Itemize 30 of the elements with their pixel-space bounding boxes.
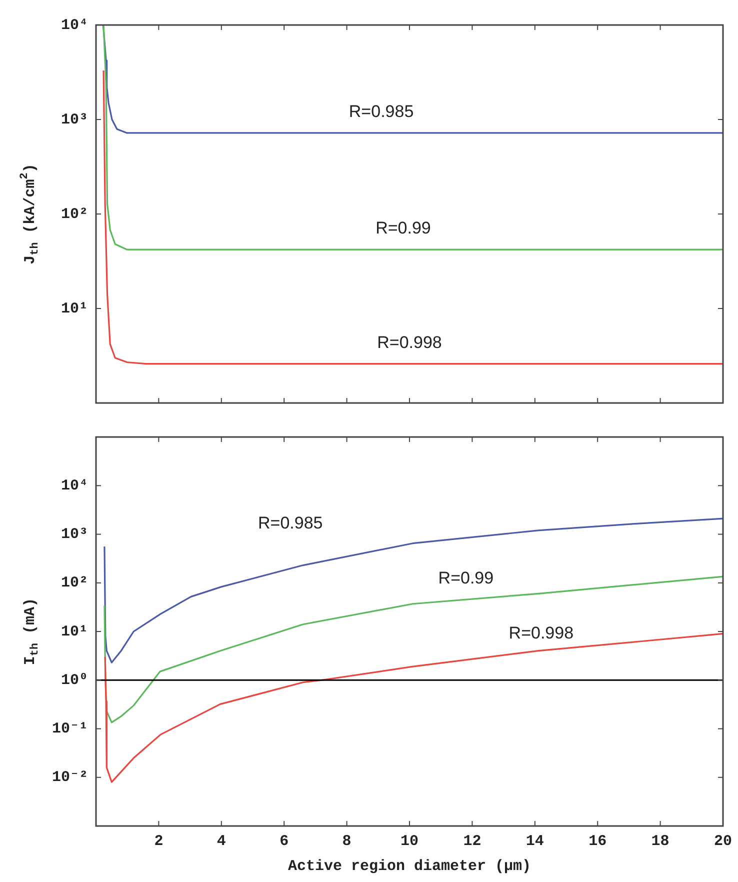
x-tick-label: 14 bbox=[526, 832, 544, 850]
y-tick-label: 10³ bbox=[60, 111, 88, 128]
series-label: R=0.998 bbox=[377, 332, 442, 352]
y-tick-label: 10² bbox=[60, 574, 88, 592]
x-tick-label: 8 bbox=[342, 832, 352, 850]
x-tick-label: 6 bbox=[280, 832, 289, 850]
y-tick-label: 10¹ bbox=[60, 623, 88, 640]
y-tick-label: 10¹ bbox=[60, 300, 88, 318]
series-label: R=0.998 bbox=[508, 624, 574, 643]
x-axis-title: Active region diameter (μm) bbox=[288, 858, 532, 875]
x-tick-label: 2 bbox=[154, 832, 164, 850]
x-tick-label: 16 bbox=[588, 832, 607, 850]
y-tick-label: 10⁰ bbox=[60, 672, 88, 689]
series-label: R=0.985 bbox=[348, 102, 414, 121]
y-tick-label: 10³ bbox=[60, 526, 88, 544]
y-axis-title: Ith (mA) bbox=[22, 598, 42, 666]
series-label: R=0.99 bbox=[376, 218, 431, 238]
series-label: R=0.985 bbox=[258, 514, 323, 533]
y-tick-label: 10⁻¹ bbox=[52, 720, 88, 738]
y-tick-label: 10⁻² bbox=[52, 769, 88, 786]
x-tick-label: 4 bbox=[216, 832, 226, 850]
y-axis-title: Jth (kA/cm2) bbox=[18, 164, 42, 264]
x-tick-label: 12 bbox=[463, 832, 482, 850]
x-tick-label: 18 bbox=[651, 832, 670, 850]
series-label: R=0.99 bbox=[438, 568, 494, 588]
y-tick-label: 10² bbox=[60, 206, 88, 223]
x-tick-label: 10 bbox=[400, 832, 419, 850]
y-tick-label: 10⁴ bbox=[60, 16, 88, 34]
y-tick-label: 10⁴ bbox=[60, 477, 88, 494]
x-tick-label: 20 bbox=[714, 832, 732, 850]
